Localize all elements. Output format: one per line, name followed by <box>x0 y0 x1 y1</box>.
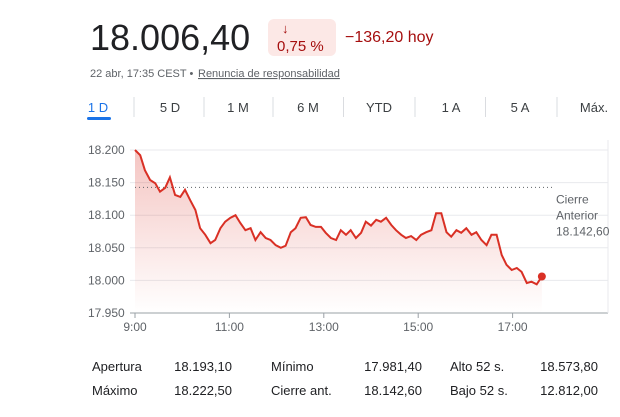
timestamp: 22 abr, 17:35 CEST • <box>90 68 193 80</box>
price-line <box>134 149 543 286</box>
stat-value: 17.981,40 <box>364 359 422 374</box>
stat-value: 18.573,80 <box>540 359 598 374</box>
chart: 17.950 18.000 18.050 18.100 18.150 18.200 9:00… <box>88 140 610 334</box>
stat-label: Cierre ant. <box>271 383 332 398</box>
x-tick-label: 15:00 <box>403 320 433 334</box>
y-tick-label: 18.150 <box>88 176 125 190</box>
price: 18.006,40 <box>90 17 250 58</box>
stat-value: 18.222,50 <box>174 383 232 398</box>
tab-underline <box>87 117 111 120</box>
range-tabs: 1 D 5 D 1 M 6 M YTD 1 A 5 A Máx. <box>87 97 608 120</box>
stat-label: Máximo <box>92 383 138 398</box>
stat-label: Apertura <box>92 359 143 374</box>
range-tab[interactable]: 1 A <box>442 100 461 115</box>
stats-table: Apertura 18.193,10 Mínimo 17.981,40 Alto 52 … <box>92 359 598 398</box>
y-tick-label: 18.050 <box>88 241 125 255</box>
prev-close-value: 18.142,60 <box>556 224 610 238</box>
stat-value: 18.142,60 <box>364 383 422 398</box>
range-tab[interactable]: 1 M <box>227 100 249 115</box>
range-tab[interactable]: 5 A <box>511 100 530 115</box>
y-tick-label: 18.200 <box>88 143 125 157</box>
area-fill <box>135 150 542 313</box>
range-tab[interactable]: 6 M <box>297 100 319 115</box>
stat-label: Bajo 52 s. <box>450 383 508 398</box>
x-tick-label: 11:00 <box>215 320 244 334</box>
y-tick-label: 18.100 <box>88 208 125 222</box>
y-tick-label: 17.950 <box>88 306 125 320</box>
stat-value: 18.193,10 <box>174 359 232 374</box>
stat-label: Alto 52 s. <box>450 359 504 374</box>
change-percent: 0,75 % <box>277 38 324 55</box>
range-tab[interactable]: 5 D <box>160 100 180 115</box>
range-tab[interactable]: 1 D <box>88 100 108 115</box>
x-tick-label: 13:00 <box>309 320 339 334</box>
range-tab[interactable]: Máx. <box>580 100 608 115</box>
x-tick-label: 9:00 <box>123 320 147 334</box>
prev-close-label: Anterior <box>556 208 598 222</box>
last-point <box>537 272 546 281</box>
stat-label: Mínimo <box>271 359 314 374</box>
stat-value: 12.812,00 <box>540 383 598 398</box>
change-badge <box>268 19 336 56</box>
change-arrow: ↓ <box>282 21 289 36</box>
change-absolute: −136,20 hoy <box>345 29 434 46</box>
x-tick-label: 17:00 <box>498 320 528 334</box>
range-tab[interactable]: YTD <box>366 100 392 115</box>
prev-close-label: Cierre <box>556 192 589 206</box>
disclaimer-link[interactable]: Renuncia de responsabilidad <box>198 68 340 80</box>
y-tick-label: 18.000 <box>88 273 125 287</box>
